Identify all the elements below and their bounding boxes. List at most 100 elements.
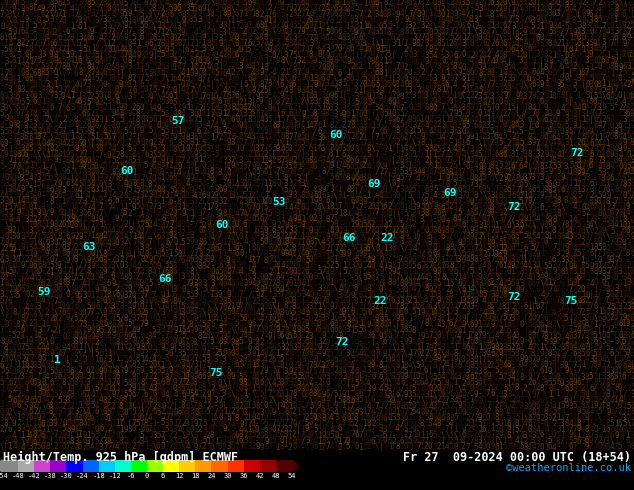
Text: 3: 3 — [540, 361, 544, 370]
Text: 1: 1 — [573, 179, 578, 188]
Text: /: / — [98, 314, 103, 323]
Text: 3: 3 — [160, 144, 165, 153]
Text: 4: 4 — [189, 384, 193, 393]
Text: 4: 4 — [152, 226, 156, 236]
Text: 9: 9 — [371, 284, 375, 294]
Text: 6: 6 — [428, 74, 433, 83]
Text: 5: 5 — [0, 378, 4, 387]
Text: -: - — [449, 378, 454, 387]
Text: 9: 9 — [297, 361, 301, 369]
Text: 8: 8 — [346, 203, 351, 212]
Text: 2: 2 — [334, 349, 339, 358]
Text: 8: 8 — [465, 103, 470, 112]
Text: \: \ — [267, 378, 272, 387]
Text: 8: 8 — [70, 437, 75, 446]
Text: 8: 8 — [214, 103, 219, 112]
Text: 1: 1 — [256, 349, 260, 358]
Text: 1: 1 — [184, 261, 189, 270]
Text: 9: 9 — [572, 278, 577, 287]
Text: 2: 2 — [165, 256, 169, 265]
Text: 6: 6 — [235, 74, 240, 83]
Text: 8: 8 — [67, 220, 71, 229]
Text: 0: 0 — [82, 209, 87, 218]
Text: -: - — [33, 191, 37, 200]
Text: 1: 1 — [618, 372, 622, 381]
Text: 7: 7 — [384, 62, 388, 71]
Text: 9: 9 — [305, 27, 310, 36]
Text: 6: 6 — [590, 226, 594, 235]
Text: -: - — [210, 402, 214, 411]
Text: 1: 1 — [119, 391, 124, 399]
Text: 8: 8 — [544, 256, 548, 265]
Text: 8: 8 — [45, 320, 49, 329]
Text: 1: 1 — [433, 161, 437, 171]
Text: 2: 2 — [16, 279, 21, 288]
Text: 5: 5 — [363, 144, 367, 153]
Text: 0: 0 — [527, 436, 532, 445]
Text: 5: 5 — [515, 390, 519, 399]
Text: 4: 4 — [519, 155, 524, 164]
Text: 8: 8 — [400, 401, 404, 411]
Text: 7: 7 — [399, 150, 404, 159]
Text: |: | — [519, 437, 524, 446]
Text: |: | — [111, 232, 115, 241]
Text: 3: 3 — [540, 51, 545, 60]
Text: 2: 2 — [593, 10, 598, 19]
Text: 2: 2 — [593, 373, 597, 382]
Text: 5: 5 — [29, 191, 34, 200]
Text: 3: 3 — [94, 185, 99, 194]
Text: 0: 0 — [532, 290, 536, 299]
Text: \: \ — [396, 291, 401, 299]
Text: 8: 8 — [276, 279, 281, 288]
Text: 9: 9 — [98, 191, 103, 199]
Text: 9: 9 — [231, 162, 235, 171]
Text: 2: 2 — [29, 367, 33, 375]
Text: 7: 7 — [247, 372, 252, 381]
Text: 2: 2 — [256, 296, 260, 306]
Text: 3: 3 — [292, 414, 297, 422]
Text: 9: 9 — [486, 45, 491, 54]
Text: 4: 4 — [173, 226, 178, 236]
Text: 6: 6 — [358, 33, 363, 42]
Text: 4: 4 — [227, 279, 231, 288]
Text: 6: 6 — [408, 0, 412, 7]
Text: 4: 4 — [3, 4, 8, 13]
Text: 7: 7 — [148, 319, 153, 329]
Text: 7: 7 — [103, 45, 108, 54]
Text: 6: 6 — [276, 34, 281, 43]
Text: 8: 8 — [309, 390, 313, 398]
Text: 3: 3 — [379, 418, 384, 428]
Text: 4: 4 — [288, 215, 292, 223]
Text: 9: 9 — [87, 325, 91, 334]
Text: 5: 5 — [359, 69, 363, 77]
Text: |: | — [74, 395, 78, 404]
Text: 4: 4 — [131, 173, 136, 183]
Text: 2: 2 — [437, 197, 442, 206]
Text: 9: 9 — [321, 109, 326, 118]
Text: |: | — [12, 249, 16, 258]
Text: 0: 0 — [309, 290, 314, 299]
Text: 3: 3 — [86, 80, 91, 89]
Text: 0: 0 — [449, 74, 454, 83]
Text: 5: 5 — [626, 174, 631, 183]
Text: 2: 2 — [77, 366, 82, 375]
Text: 2: 2 — [515, 156, 519, 165]
Text: 2: 2 — [370, 168, 375, 177]
Text: 0: 0 — [46, 366, 50, 375]
Text: 4: 4 — [536, 367, 540, 376]
Text: 6: 6 — [569, 79, 573, 89]
Text: 9: 9 — [387, 156, 391, 165]
Text: 0: 0 — [313, 296, 318, 306]
Text: 0: 0 — [301, 390, 306, 399]
Text: 7: 7 — [288, 50, 293, 59]
Text: 7: 7 — [338, 161, 342, 171]
Text: 5: 5 — [206, 360, 211, 369]
Text: 5: 5 — [626, 232, 631, 241]
Text: 2: 2 — [346, 126, 351, 135]
Text: 5: 5 — [124, 126, 128, 136]
Text: |: | — [66, 45, 70, 54]
Text: 1: 1 — [103, 290, 107, 299]
Text: |: | — [445, 56, 450, 66]
Text: 2: 2 — [41, 22, 46, 30]
Text: 0: 0 — [222, 443, 226, 452]
